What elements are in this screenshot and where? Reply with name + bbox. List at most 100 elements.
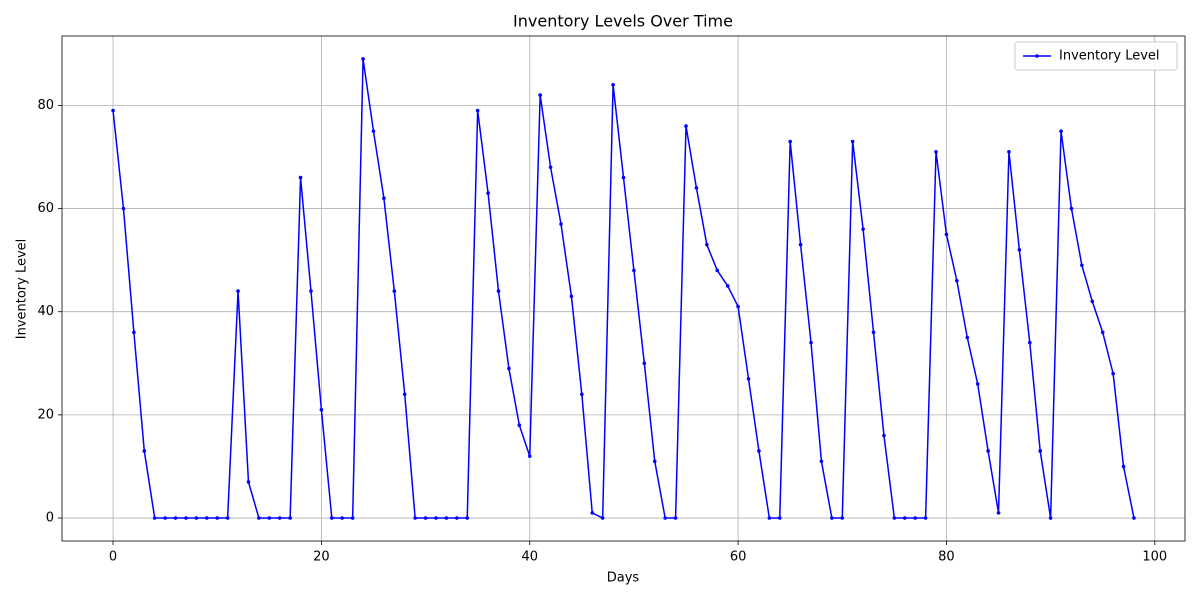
point-marker xyxy=(1007,150,1011,154)
point-marker xyxy=(496,289,501,293)
point-marker xyxy=(882,433,886,438)
point-marker xyxy=(413,516,417,520)
point-marker xyxy=(486,191,490,195)
point-marker xyxy=(350,516,355,520)
point-marker xyxy=(746,376,751,381)
point-marker xyxy=(527,454,532,458)
y-tick-label: 80 xyxy=(37,98,54,113)
point-marker xyxy=(673,516,678,520)
point-marker xyxy=(402,392,407,397)
point-marker xyxy=(371,129,376,133)
point-marker xyxy=(163,516,167,520)
plot-frame xyxy=(61,35,1186,542)
point-marker xyxy=(975,382,980,386)
y-axis-label: Inventory Level xyxy=(15,239,30,340)
point-marker xyxy=(1027,340,1032,345)
point-marker xyxy=(1069,206,1074,211)
point-marker xyxy=(923,516,928,520)
point-marker xyxy=(1132,516,1136,520)
point-marker xyxy=(277,516,282,520)
point-marker xyxy=(288,516,292,520)
point-marker xyxy=(465,516,470,520)
point-marker xyxy=(809,340,813,345)
point-marker xyxy=(611,82,615,87)
chart-title: Inventory Levels Over Time xyxy=(513,12,733,31)
point-marker xyxy=(725,284,730,288)
point-marker xyxy=(944,232,949,237)
point-marker xyxy=(1121,464,1126,469)
point-marker xyxy=(736,304,740,309)
point-marker xyxy=(194,516,199,520)
point-marker xyxy=(777,516,782,520)
point-marker xyxy=(996,511,1001,515)
point-marker xyxy=(621,175,626,180)
point-marker xyxy=(1090,299,1095,304)
point-marker xyxy=(1059,129,1063,133)
point-marker xyxy=(319,407,324,412)
point-marker xyxy=(340,516,345,520)
point-marker xyxy=(1111,371,1115,376)
point-marker xyxy=(892,516,897,520)
point-marker xyxy=(205,516,209,520)
point-marker xyxy=(705,242,709,247)
point-marker xyxy=(850,139,855,144)
point-marker xyxy=(934,150,938,154)
point-marker xyxy=(600,516,605,520)
point-marker xyxy=(267,516,272,520)
point-marker xyxy=(142,449,147,453)
x-tick-label: 100 xyxy=(1142,550,1167,565)
x-tick-label: 80 xyxy=(938,550,955,565)
point-marker xyxy=(475,108,480,113)
point-marker xyxy=(434,516,438,520)
point-marker xyxy=(1038,449,1042,453)
point-marker xyxy=(111,108,115,113)
point-marker xyxy=(257,516,261,520)
x-tick-label: 40 xyxy=(521,550,538,565)
point-marker xyxy=(871,330,876,335)
point-marker xyxy=(913,516,917,520)
point-marker xyxy=(246,480,251,484)
point-marker xyxy=(538,93,542,97)
x-tick-label: 0 xyxy=(109,550,117,565)
point-marker xyxy=(902,516,907,520)
y-tick-label: 0 xyxy=(46,511,54,526)
point-marker xyxy=(215,516,220,520)
point-marker xyxy=(663,516,667,520)
legend-box xyxy=(1014,41,1178,71)
point-marker xyxy=(507,366,511,371)
point-marker xyxy=(1080,263,1084,268)
point-marker xyxy=(767,516,772,520)
point-marker xyxy=(590,511,595,515)
point-marker xyxy=(580,392,584,397)
point-marker xyxy=(642,361,647,366)
point-marker xyxy=(236,289,240,293)
point-marker xyxy=(444,516,449,520)
point-marker xyxy=(173,516,178,520)
legend-label: Inventory Level xyxy=(1059,49,1160,64)
point-marker xyxy=(569,294,574,299)
point-marker xyxy=(132,330,136,335)
point-marker xyxy=(455,516,459,520)
legend-marker xyxy=(1035,54,1039,58)
point-marker xyxy=(309,289,313,293)
point-marker xyxy=(955,278,959,283)
point-marker xyxy=(965,335,970,340)
point-marker xyxy=(840,516,845,520)
point-marker xyxy=(559,222,563,226)
point-marker xyxy=(986,449,990,453)
point-marker xyxy=(632,268,636,273)
point-marker xyxy=(330,516,334,520)
point-marker xyxy=(298,175,303,180)
legend: Inventory Level xyxy=(1014,41,1178,71)
point-marker xyxy=(819,459,824,464)
point-marker xyxy=(548,165,553,170)
y-tick-label: 40 xyxy=(37,304,54,319)
x-axis-label: Days xyxy=(607,571,640,586)
point-marker xyxy=(382,196,386,201)
point-marker xyxy=(652,459,657,464)
y-tick-label: 60 xyxy=(37,201,54,216)
point-marker xyxy=(517,423,522,427)
point-marker xyxy=(798,242,803,247)
